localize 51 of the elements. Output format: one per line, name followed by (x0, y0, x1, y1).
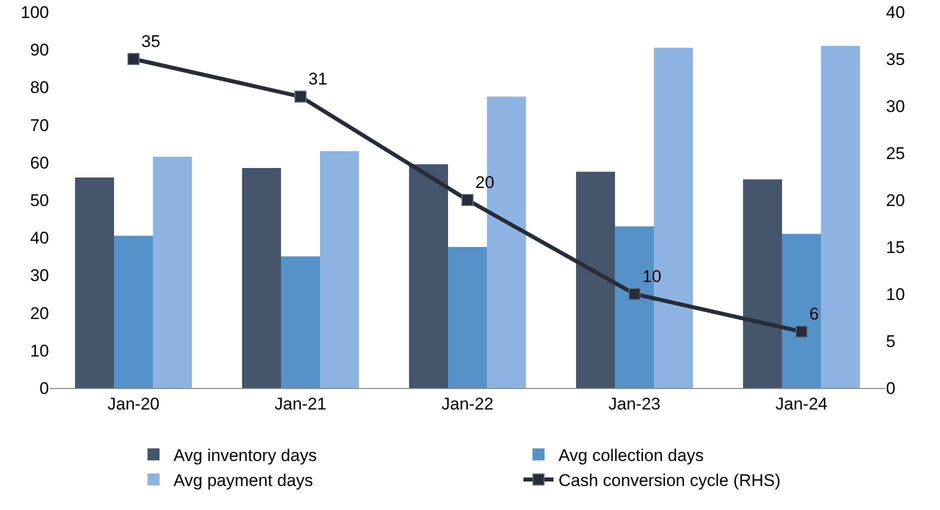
data-label: 6 (809, 304, 819, 324)
y-tick-label: 80 (30, 78, 49, 98)
y-tick-label: 10 (30, 341, 49, 360)
legend-label: Cash conversion cycle (RHS) (558, 471, 781, 490)
point (128, 53, 140, 65)
bar (743, 179, 782, 388)
y2-tick-label: 30 (886, 96, 905, 116)
y2-tick-label: 40 (886, 2, 905, 22)
legend-label: Avg payment days (174, 471, 314, 490)
y-tick-label: 0 (40, 378, 49, 398)
y-tick-label: 100 (20, 2, 49, 22)
x-tick-label: Jan-21 (274, 394, 326, 414)
point (462, 194, 474, 206)
bar (75, 177, 114, 388)
data-label: 20 (475, 172, 494, 192)
bar (242, 168, 282, 388)
bar (152, 156, 192, 388)
y-tick-label: 90 (30, 40, 49, 60)
y-tick-label: 60 (30, 153, 49, 172)
legend-label: Avg inventory days (174, 446, 317, 466)
y-tick-label: 70 (30, 116, 49, 135)
point (628, 288, 640, 300)
bar (820, 46, 860, 388)
data-label: 10 (642, 266, 662, 286)
y-tick-label: 40 (30, 228, 49, 248)
x-tick-label: Jan-23 (608, 394, 660, 414)
y2-tick-label: 5 (886, 332, 896, 351)
y2-tick-label: 0 (886, 378, 896, 398)
bar (409, 164, 448, 388)
y2-tick-label: 15 (886, 238, 905, 257)
bar (576, 172, 616, 388)
y2-tick-label: 20 (886, 190, 905, 210)
bar (448, 247, 487, 388)
x-tick-label: Jan-24 (776, 394, 828, 414)
y-tick-label: 50 (30, 190, 49, 210)
bar (320, 151, 359, 388)
bar (281, 256, 320, 388)
y-tick-label: 30 (30, 266, 49, 286)
y2-tick-label: 25 (886, 144, 905, 163)
x-tick-label: Jan-22 (442, 394, 494, 414)
data-label: 35 (141, 32, 160, 51)
legend-label: Avg collection days (558, 446, 704, 466)
bar (782, 234, 821, 388)
y-tick-label: 20 (30, 304, 49, 323)
point (796, 326, 808, 338)
y2-tick-label: 10 (886, 284, 905, 304)
x-tick-label: Jan-20 (108, 394, 160, 414)
point (294, 90, 306, 103)
y2-tick-label: 35 (886, 50, 905, 69)
data-label: 31 (308, 69, 328, 88)
bar (114, 236, 153, 388)
